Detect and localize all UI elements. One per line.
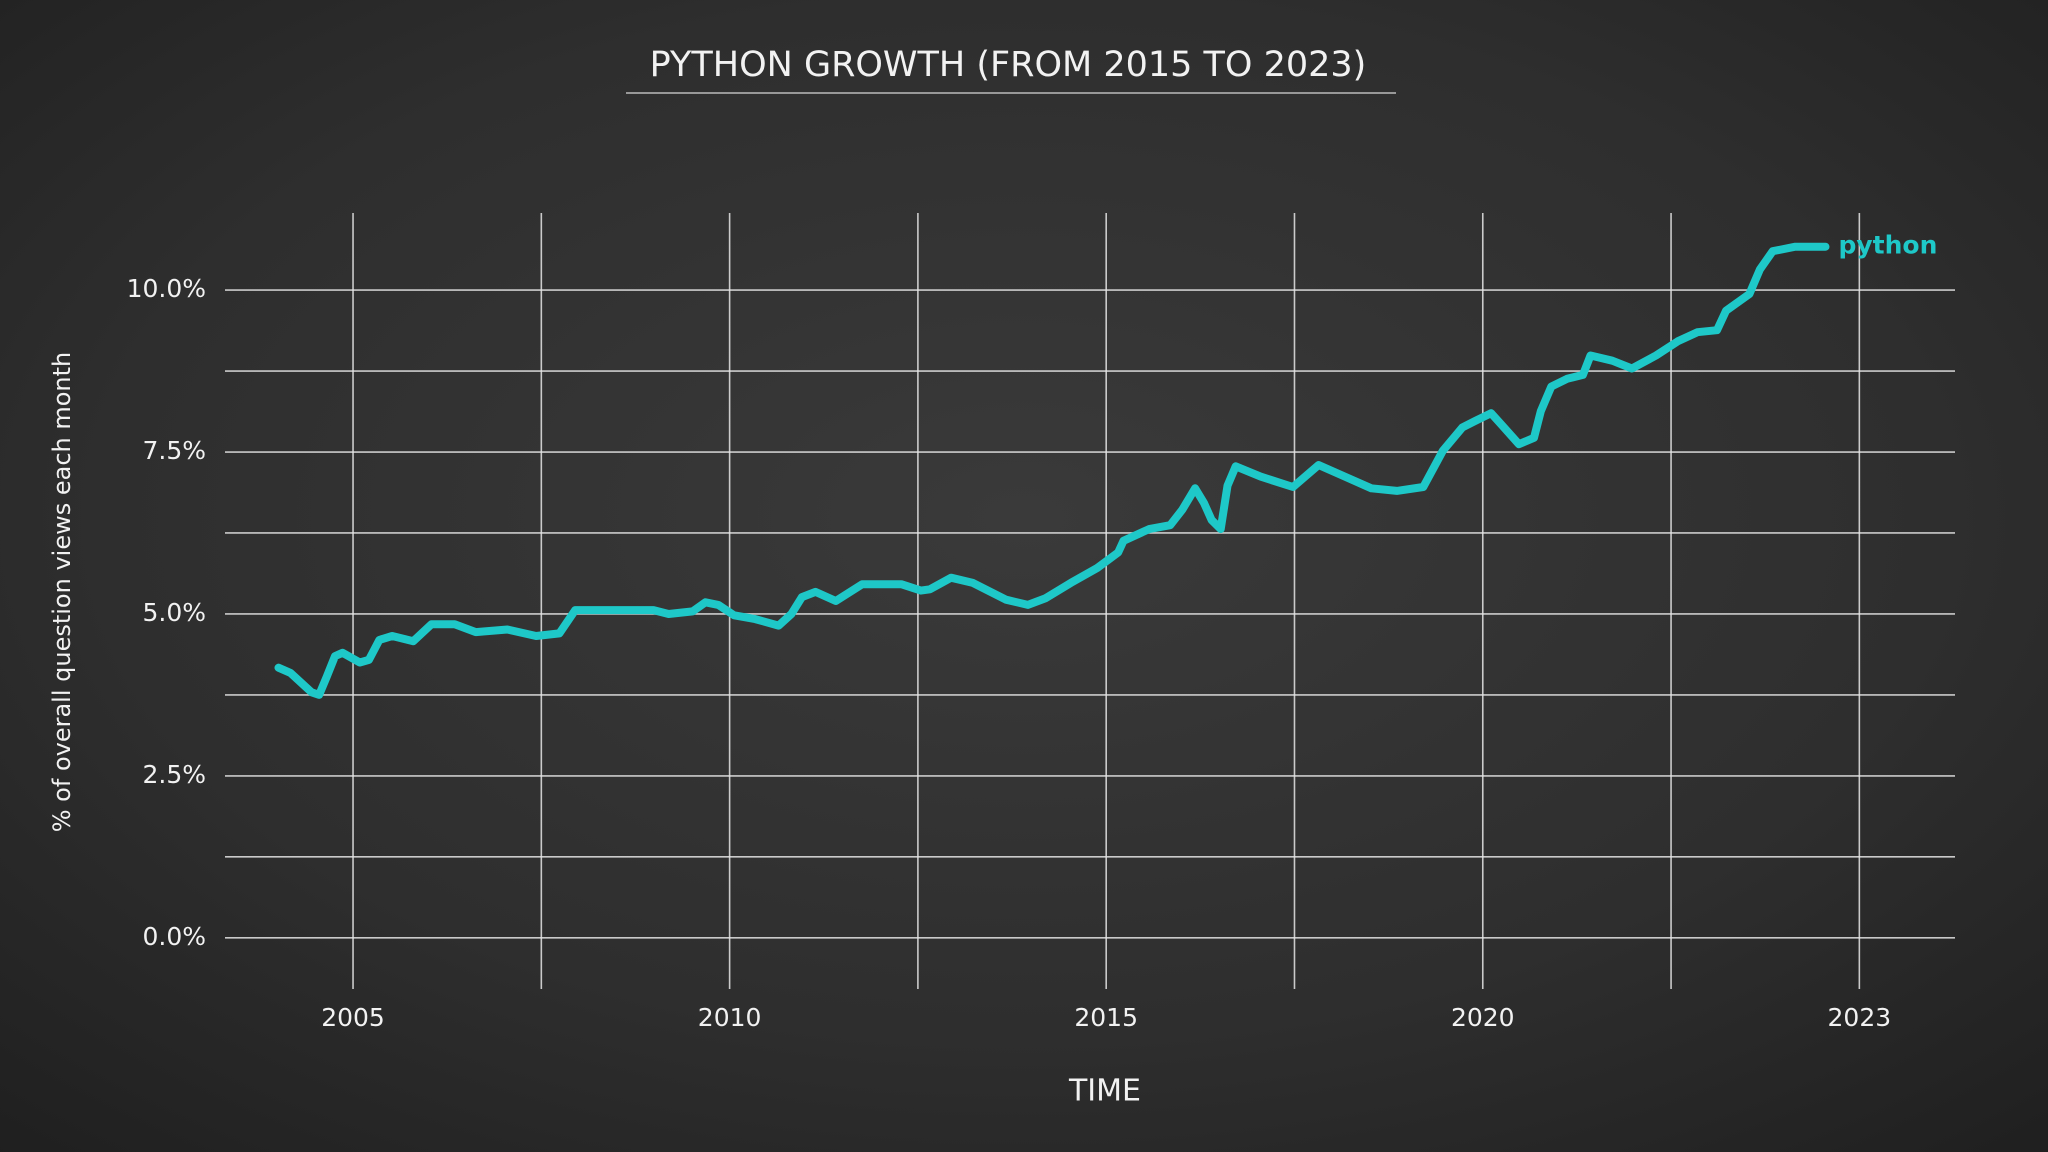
chart-title: PYTHON GROWTH (FROM 2015 TO 2023) [650,45,1367,85]
y-tick-label: 0.0% [142,922,206,951]
x-tick-label: 2005 [321,1003,385,1032]
data-line [274,242,1830,699]
y-tick-label: 10.0% [127,274,206,303]
x-tick-label: 2015 [1074,1003,1138,1032]
y-tick-label: 7.5% [142,436,206,465]
series-label: python [1838,231,1937,260]
x-tick-label: 2023 [1828,1003,1892,1032]
y-axis-label: % of overall question views each month [48,352,76,833]
y-tick-label: 5.0% [142,598,206,627]
x-tick-label: 2010 [698,1003,762,1032]
y-tick-label: 2.5% [142,760,206,789]
x-tick-label: 2020 [1451,1003,1515,1032]
x-axis-label: TIME [1068,1074,1141,1109]
